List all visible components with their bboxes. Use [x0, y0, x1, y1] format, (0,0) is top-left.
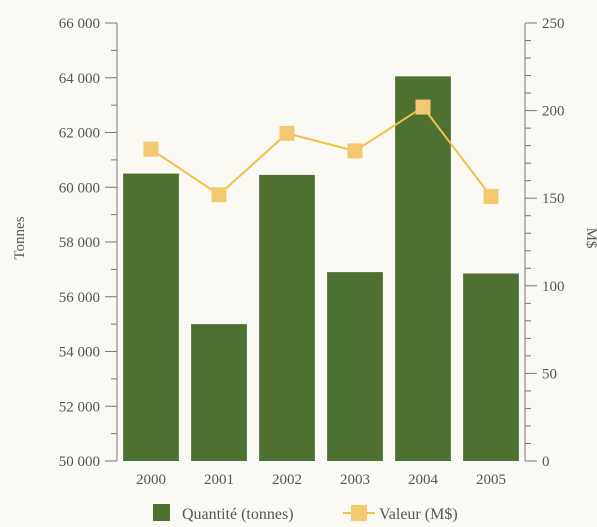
right-tick-label: 0	[542, 454, 550, 470]
x-tick-label: 2004	[408, 472, 439, 488]
legend-bar-label: Quantité (tonnes)	[182, 506, 294, 523]
legend: Quantité (tonnes) Valeur (M$)	[153, 504, 458, 523]
line-point	[415, 99, 431, 115]
left-tick-label: 62 000	[59, 126, 100, 142]
line-point	[347, 143, 363, 159]
right-axis-title: M$	[583, 228, 597, 249]
left-axis-title: Tonnes	[12, 216, 28, 259]
line-series	[143, 99, 499, 204]
x-tick-label: 2001	[204, 472, 234, 488]
right-tick-label: 150	[542, 191, 565, 207]
right-tick-label: 200	[542, 104, 565, 120]
right-y-axis: 0 50 100 150 200 250	[524, 16, 565, 470]
bar	[259, 174, 315, 461]
legend-line-label: Valeur (M$)	[379, 506, 458, 523]
left-tick-label: 58 000	[59, 235, 100, 251]
x-axis-labels: 2000 2001 2002 2003 2004 2005	[136, 472, 506, 488]
x-tick-label: 2005	[476, 472, 506, 488]
bar	[327, 272, 383, 461]
bar	[395, 76, 451, 461]
left-tick-label: 66 000	[59, 16, 100, 32]
line-point	[143, 141, 159, 157]
x-tick-label: 2002	[272, 472, 302, 488]
line-point	[279, 125, 295, 141]
left-tick-label: 64 000	[59, 71, 100, 87]
left-tick-label: 50 000	[59, 454, 100, 470]
legend-bar-swatch	[153, 504, 170, 521]
x-tick-label: 2000	[136, 472, 166, 488]
bar	[463, 273, 519, 461]
bar	[191, 324, 247, 461]
x-tick-label: 2003	[340, 472, 370, 488]
left-y-axis: 50 000 52 000 54 000 56 000 58 000 60 000 62 0…	[59, 16, 118, 470]
line-point	[483, 188, 499, 204]
right-tick-label: 50	[542, 366, 557, 382]
bar	[123, 173, 179, 461]
line-point	[211, 187, 227, 203]
legend-line-marker	[351, 505, 367, 521]
left-tick-label: 60 000	[59, 180, 100, 196]
bar-series	[123, 76, 519, 461]
right-tick-label: 250	[542, 16, 565, 32]
left-tick-label: 54 000	[59, 345, 100, 361]
left-tick-label: 56 000	[59, 290, 100, 306]
right-tick-label: 100	[542, 279, 565, 295]
left-tick-label: 52 000	[59, 399, 100, 415]
value-line	[150, 105, 492, 198]
